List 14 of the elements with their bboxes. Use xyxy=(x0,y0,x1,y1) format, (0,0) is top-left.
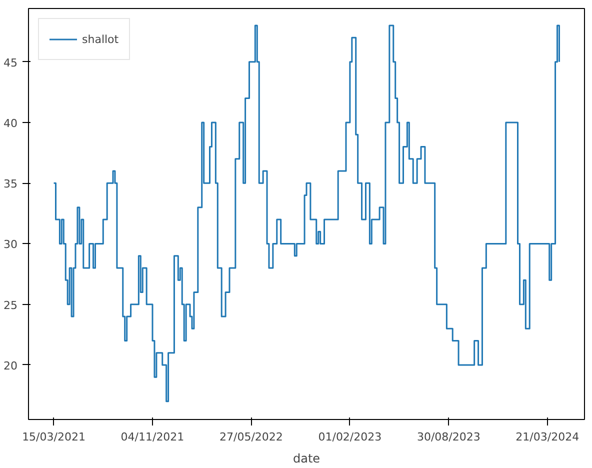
y-tick-label: 20 xyxy=(4,359,18,372)
y-tick-label: 35 xyxy=(4,178,18,191)
x-tick-label: 21/03/2024 xyxy=(516,430,580,444)
x-tick-label: 27/05/2022 xyxy=(220,430,283,444)
x-tick-label: 30/08/2023 xyxy=(416,430,480,444)
x-tick-label: 01/02/2023 xyxy=(318,430,382,444)
y-tick-label: 30 xyxy=(4,238,18,252)
x-tick-label: 04/11/2021 xyxy=(120,430,184,444)
y-tick-label: 25 xyxy=(4,298,18,312)
x-axis-title: date xyxy=(292,452,320,466)
legend-label: shallot xyxy=(82,32,119,46)
x-tick-label: 15/03/2021 xyxy=(22,430,86,444)
y-tick-label: 45 xyxy=(4,56,18,70)
y-tick-label: 40 xyxy=(4,116,18,130)
